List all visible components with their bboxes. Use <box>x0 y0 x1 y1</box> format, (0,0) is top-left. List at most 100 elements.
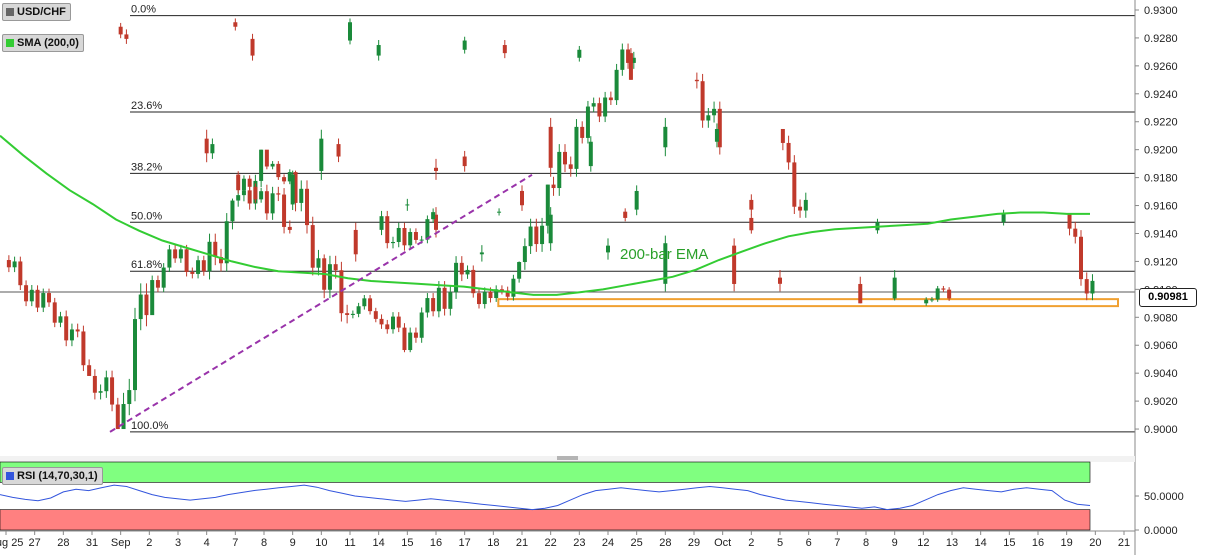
candle-body <box>749 217 754 231</box>
candle-body <box>462 156 467 167</box>
candle-body <box>247 178 252 187</box>
rsi-panel: 50.0000 0.0000 <box>0 456 1184 537</box>
candle-body <box>626 49 631 63</box>
price-tick-label: 0.9200 <box>1144 145 1178 157</box>
candle-body <box>1084 279 1089 294</box>
candle-body <box>419 312 424 338</box>
candle-body <box>6 260 11 268</box>
candle-body <box>64 316 69 341</box>
candle-body <box>540 225 545 245</box>
symbol-legend[interactable]: USD/CHF <box>2 3 71 21</box>
time-tick-label: 11 <box>344 537 355 549</box>
candle-body <box>628 53 633 80</box>
candle-body <box>534 226 539 245</box>
candle-body <box>465 269 470 275</box>
candle-body <box>12 261 17 268</box>
time-tick-label: 2 <box>748 537 754 549</box>
candle-body <box>924 299 929 304</box>
candle-body <box>58 316 63 323</box>
fib-label: 23.6% <box>131 100 162 112</box>
candle-body <box>431 212 436 220</box>
candle-body <box>941 288 946 290</box>
candle-body <box>499 289 504 291</box>
candles <box>6 18 1095 430</box>
candle-body <box>110 377 115 405</box>
time-tick-label: 14 <box>975 537 987 549</box>
candle-body <box>494 289 499 299</box>
candle-body <box>250 38 255 56</box>
candle-body <box>482 291 487 305</box>
candle-body <box>353 229 358 255</box>
price-tick-label: 0.9040 <box>1144 368 1178 380</box>
candle-body <box>425 298 430 313</box>
time-axis: Aug 25272831Sep2347891011141516171821222… <box>0 530 1135 549</box>
annotations: 200-bar EMA <box>620 246 708 263</box>
candle-body <box>780 128 785 143</box>
price-panel-bg <box>0 0 1135 450</box>
candle-body <box>224 221 229 264</box>
candle-body <box>319 138 324 171</box>
candle-body <box>603 97 608 117</box>
candle-body <box>18 261 23 286</box>
candle-body <box>385 216 390 244</box>
support-zone-layer <box>497 298 1120 308</box>
candle-body <box>663 243 668 284</box>
candle-body <box>471 269 476 294</box>
rsi-oversold-zone <box>0 509 1091 531</box>
candle-body <box>497 211 502 213</box>
candle-body <box>580 126 585 138</box>
candle-body <box>396 227 401 242</box>
candle-body <box>190 271 195 274</box>
sma-legend[interactable]: SMA (200,0) <box>2 34 84 52</box>
candle-body <box>230 200 235 222</box>
candle-body <box>276 163 281 178</box>
candle-body <box>732 245 737 284</box>
time-tick-label: 9 <box>290 537 296 549</box>
candle-body <box>356 306 361 314</box>
time-tick-label: 23 <box>573 537 585 549</box>
candle-body <box>511 278 516 297</box>
time-tick-label: 3 <box>175 537 181 549</box>
time-tick-label: 17 <box>459 537 471 549</box>
candle-body <box>362 298 367 307</box>
rsi-legend[interactable]: RSI (14,70,30,1) <box>2 467 103 485</box>
time-tick-label: 25 <box>631 537 643 549</box>
time-tick-label: 13 <box>946 537 958 549</box>
candle-body <box>892 277 897 299</box>
rsi-tick-label: 50.0000 <box>1144 491 1184 503</box>
candle-body <box>87 365 92 376</box>
grid <box>0 0 1135 450</box>
current-price-tag: 0.90981 <box>1139 288 1197 307</box>
time-tick-label: 20 <box>1089 537 1101 549</box>
candle-body <box>391 316 395 330</box>
candle-body <box>700 81 705 121</box>
time-tick-label: 18 <box>487 537 499 549</box>
candle-body <box>606 245 610 253</box>
candle-body <box>620 49 625 70</box>
candle-body <box>1090 280 1095 294</box>
price-tick-label: 0.9180 <box>1144 173 1178 185</box>
time-tick-label: 22 <box>545 537 557 549</box>
candle-body <box>462 40 467 50</box>
candle-body <box>588 141 593 167</box>
candle-body <box>336 144 341 157</box>
candle-body <box>133 319 137 391</box>
time-tick-label: Aug 25 <box>0 537 23 549</box>
candle-body <box>259 191 264 200</box>
time-tick-label: 15 <box>1003 537 1015 549</box>
candle-body <box>413 332 418 338</box>
candle-body <box>585 106 590 138</box>
candle-body <box>631 57 636 63</box>
time-tick-label: 28 <box>659 537 671 549</box>
candle-body <box>241 178 246 191</box>
fib-label: 38.2% <box>131 161 162 173</box>
candle-body <box>792 162 797 207</box>
candle-body <box>1073 228 1078 237</box>
candle-body <box>327 264 332 290</box>
time-tick-label: 24 <box>602 537 614 549</box>
candle-body <box>118 26 123 35</box>
candle-body <box>778 277 782 284</box>
time-tick-label: 7 <box>232 537 238 549</box>
ema-layer <box>0 134 1090 296</box>
time-tick-label: 14 <box>373 537 385 549</box>
